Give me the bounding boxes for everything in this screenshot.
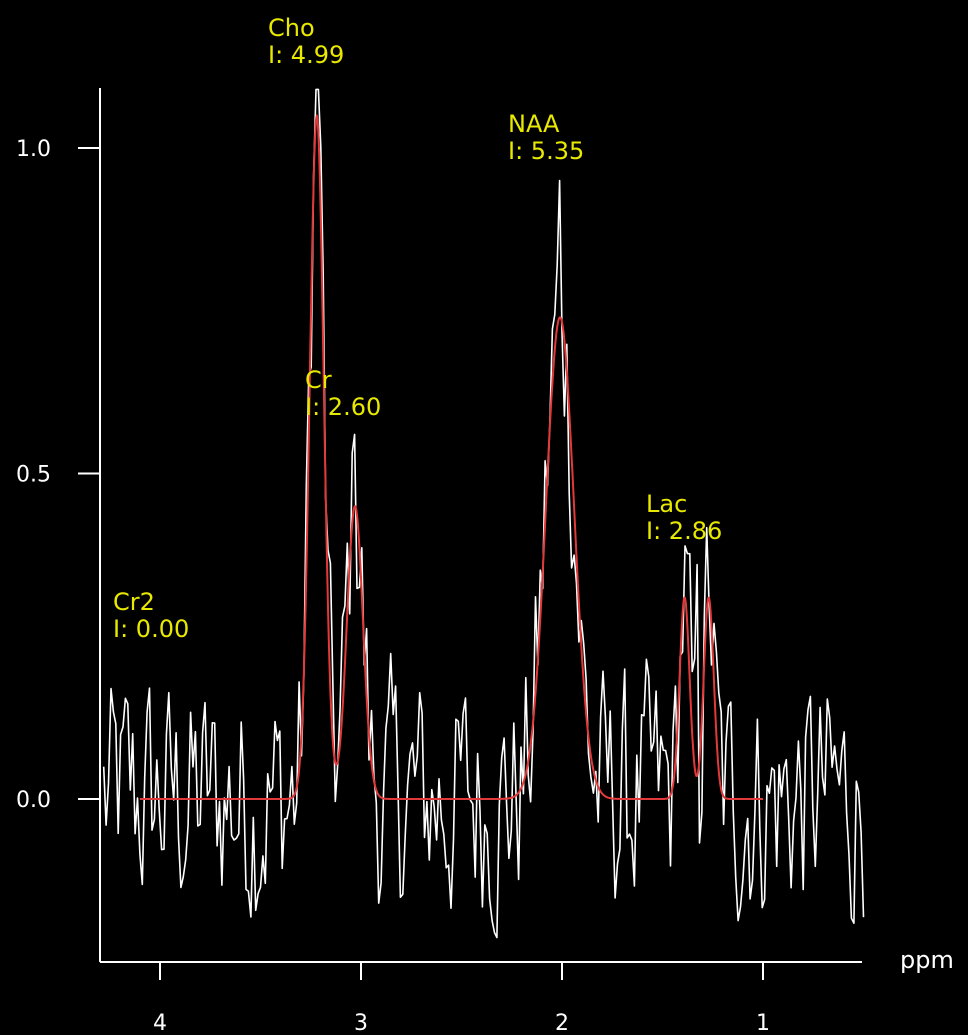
y-ticks: 1.0 0.5 0.0 (16, 137, 100, 813)
x-axis-unit-label: ppm (900, 946, 954, 974)
x-tick-label: 1 (756, 1011, 770, 1035)
spectrum-line (102, 88, 865, 939)
peak-integral-label: I: 5.35 (508, 137, 584, 165)
peak-integral-label: I: 4.99 (268, 41, 344, 69)
y-tick-label: 1.0 (16, 137, 51, 162)
x-tick-label: 3 (354, 1011, 368, 1035)
x-tick-label: 2 (555, 1011, 569, 1035)
peak-name-label: Cr2 (113, 588, 155, 616)
axes (99, 88, 862, 963)
peak-name-label: Cho (268, 14, 315, 42)
peak-name-label: Lac (646, 490, 687, 518)
peak-integral-label: I: 2.60 (305, 393, 381, 421)
y-tick-label: 0.0 (16, 788, 51, 813)
x-tick-label: 4 (153, 1011, 167, 1035)
peak-name-label: NAA (508, 110, 560, 138)
peak-integral-label: I: 2.86 (646, 517, 722, 545)
peak-integral-label: I: 0.00 (113, 615, 189, 643)
fit-line (139, 114, 764, 800)
peak-name-label: Cr (305, 366, 332, 394)
x-ticks: 4 3 2 1 (153, 962, 770, 1035)
y-tick-label: 0.5 (16, 463, 51, 488)
